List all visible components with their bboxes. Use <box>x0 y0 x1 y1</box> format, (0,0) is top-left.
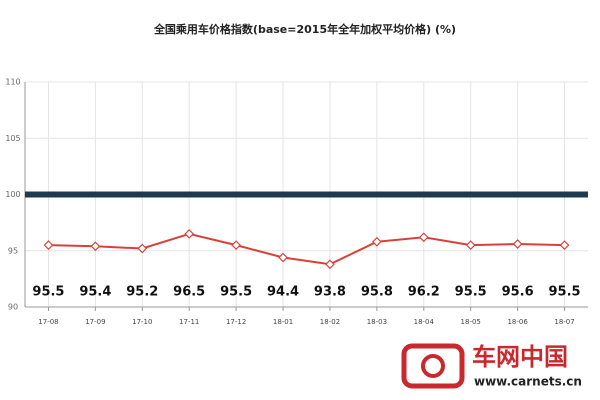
y-tick-label: 105 <box>5 134 20 143</box>
data-label: 95.5 <box>220 285 252 300</box>
data-label: 95.5 <box>455 285 487 300</box>
data-marker <box>90 241 101 252</box>
x-tick-label: 18-07 <box>554 318 574 326</box>
logo-icon <box>401 343 465 389</box>
x-tick-label: 17-08 <box>38 318 58 326</box>
y-tick-label: 100 <box>5 190 20 199</box>
data-marker <box>231 240 241 250</box>
y-tick-label: 90 <box>8 303 18 312</box>
x-tick-label: 18-06 <box>507 318 528 326</box>
data-label: 95.5 <box>32 285 64 300</box>
data-label: 95.5 <box>549 285 581 300</box>
y-tick-label: 110 <box>5 78 20 87</box>
x-tick-label: 18-04 <box>414 318 435 326</box>
data-label: 94.4 <box>267 285 299 300</box>
x-tick-label: 18-02 <box>320 318 340 326</box>
data-marker <box>278 252 288 263</box>
logo-name: 车网中国 <box>472 343 568 371</box>
x-tick-label: 17-11 <box>179 318 199 326</box>
x-tick-label: 17-10 <box>132 318 152 326</box>
x-tick-label: 18-05 <box>461 318 481 326</box>
x-tick-label: 18-03 <box>367 318 387 326</box>
data-marker <box>372 236 382 247</box>
data-label: 96.5 <box>173 285 205 300</box>
data-label: 96.2 <box>408 285 440 300</box>
data-label: 95.6 <box>502 285 534 300</box>
data-marker <box>418 232 429 243</box>
data-marker <box>465 240 476 250</box>
logo-icon <box>421 354 445 378</box>
data-label: 95.4 <box>79 285 111 300</box>
data-label: 95.8 <box>361 285 393 300</box>
data-marker <box>184 229 195 239</box>
data-marker <box>559 240 570 250</box>
data-label: 93.8 <box>314 285 346 300</box>
chart-title: 全国乘用车价格指数(base=2015年全年加权平均价格) (%) <box>153 22 456 36</box>
data-marker <box>43 240 54 250</box>
x-tick-label: 17-12 <box>226 318 246 326</box>
data-marker <box>325 259 335 270</box>
data-label: 95.2 <box>126 285 158 300</box>
y-tick-label: 95 <box>8 246 18 255</box>
data-marker <box>512 239 523 249</box>
data-marker <box>137 243 148 254</box>
logo-url: www.carnets.cn <box>474 375 582 389</box>
x-tick-label: 17-09 <box>85 318 105 326</box>
x-tick-label: 18-01 <box>273 318 293 326</box>
logo: 车网中国 www.carnets.cn <box>401 343 582 389</box>
data-line <box>48 232 565 266</box>
